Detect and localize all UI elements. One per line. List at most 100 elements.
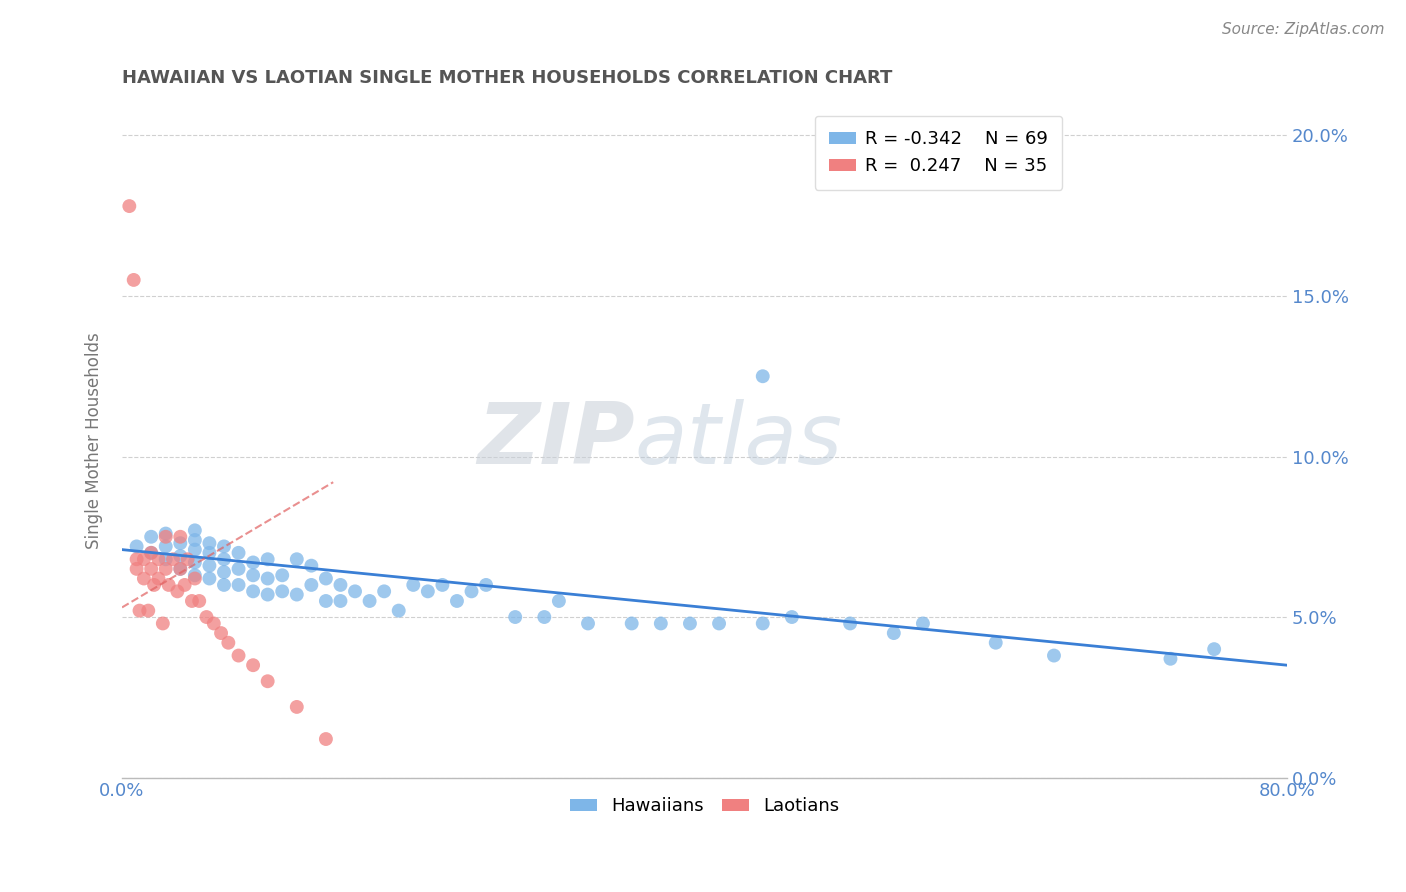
Point xyxy=(228,546,250,560)
Point xyxy=(143,578,166,592)
Point xyxy=(212,565,235,579)
Point xyxy=(911,616,934,631)
Point xyxy=(388,604,411,618)
Point xyxy=(195,610,218,624)
Point xyxy=(707,616,730,631)
Point xyxy=(155,562,177,576)
Point xyxy=(155,552,177,566)
Point xyxy=(256,552,278,566)
Point xyxy=(169,530,191,544)
Point xyxy=(679,616,702,631)
Point xyxy=(751,616,773,631)
Point xyxy=(184,533,207,547)
Point xyxy=(650,616,672,631)
Point xyxy=(212,578,235,592)
Point xyxy=(285,552,308,566)
Point xyxy=(181,594,204,608)
Point xyxy=(1043,648,1066,663)
Text: ZIP: ZIP xyxy=(477,399,634,482)
Point xyxy=(217,636,239,650)
Point xyxy=(155,540,177,554)
Point xyxy=(118,199,141,213)
Legend: Hawaiians, Laotians: Hawaiians, Laotians xyxy=(562,790,846,822)
Point xyxy=(576,616,599,631)
Point xyxy=(202,616,225,631)
Point xyxy=(212,540,235,554)
Point xyxy=(169,536,191,550)
Point xyxy=(198,558,221,573)
Point xyxy=(212,552,235,566)
Point xyxy=(128,604,150,618)
Point xyxy=(228,562,250,576)
Point xyxy=(148,572,170,586)
Point xyxy=(315,572,337,586)
Point xyxy=(228,578,250,592)
Point xyxy=(125,562,148,576)
Point xyxy=(780,610,803,624)
Point xyxy=(256,588,278,602)
Text: Source: ZipAtlas.com: Source: ZipAtlas.com xyxy=(1222,22,1385,37)
Point xyxy=(169,562,191,576)
Point xyxy=(329,594,352,608)
Point xyxy=(242,568,264,582)
Point xyxy=(751,369,773,384)
Point xyxy=(157,578,180,592)
Point xyxy=(184,572,207,586)
Point xyxy=(132,572,155,586)
Point xyxy=(132,552,155,566)
Point xyxy=(432,578,454,592)
Point xyxy=(271,568,294,582)
Point xyxy=(125,552,148,566)
Point xyxy=(136,604,159,618)
Point xyxy=(984,636,1007,650)
Point xyxy=(141,530,163,544)
Point xyxy=(228,648,250,663)
Point xyxy=(256,572,278,586)
Point xyxy=(141,546,163,560)
Point xyxy=(402,578,425,592)
Point xyxy=(184,556,207,570)
Point xyxy=(329,578,352,592)
Point xyxy=(152,616,174,631)
Point xyxy=(198,546,221,560)
Point xyxy=(166,584,188,599)
Y-axis label: Single Mother Households: Single Mother Households xyxy=(86,332,103,549)
Point xyxy=(162,552,184,566)
Point xyxy=(883,626,905,640)
Text: HAWAIIAN VS LAOTIAN SINGLE MOTHER HOUSEHOLDS CORRELATION CHART: HAWAIIAN VS LAOTIAN SINGLE MOTHER HOUSEH… xyxy=(122,69,893,87)
Point xyxy=(416,584,439,599)
Point xyxy=(122,273,145,287)
Point xyxy=(198,536,221,550)
Point xyxy=(315,732,337,747)
Point xyxy=(155,526,177,541)
Point xyxy=(155,530,177,544)
Point xyxy=(141,546,163,560)
Point xyxy=(1159,652,1181,666)
Point xyxy=(271,584,294,599)
Point xyxy=(620,616,643,631)
Point xyxy=(299,558,322,573)
Point xyxy=(176,552,198,566)
Point xyxy=(242,658,264,673)
Point xyxy=(299,578,322,592)
Point xyxy=(198,572,221,586)
Point xyxy=(359,594,381,608)
Point xyxy=(209,626,232,640)
Point xyxy=(184,542,207,557)
Point xyxy=(548,594,571,608)
Point xyxy=(1204,642,1226,657)
Point xyxy=(242,584,264,599)
Point xyxy=(839,616,862,631)
Point xyxy=(169,562,191,576)
Point xyxy=(503,610,526,624)
Point xyxy=(148,552,170,566)
Point xyxy=(184,524,207,538)
Point xyxy=(184,568,207,582)
Point xyxy=(125,540,148,554)
Point xyxy=(373,584,395,599)
Point xyxy=(169,549,191,563)
Point xyxy=(285,588,308,602)
Point xyxy=(141,562,163,576)
Point xyxy=(475,578,498,592)
Point xyxy=(242,556,264,570)
